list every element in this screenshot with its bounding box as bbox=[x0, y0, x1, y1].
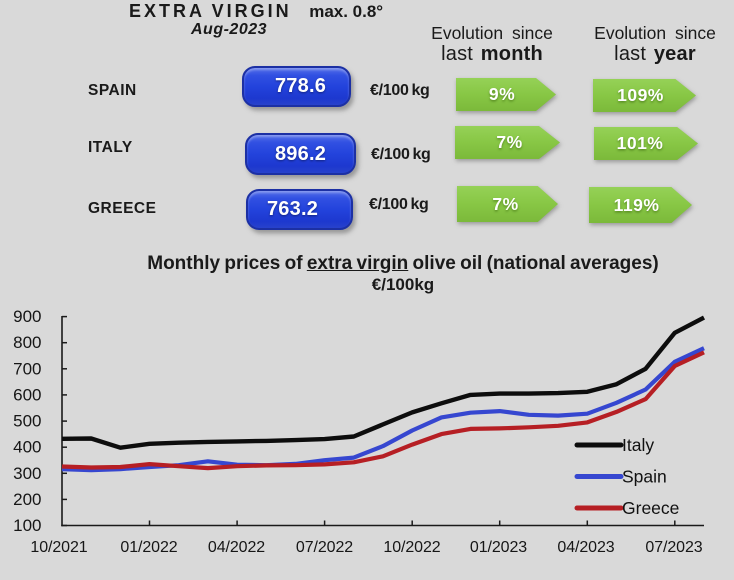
svg-text:800: 800 bbox=[13, 333, 41, 352]
svg-text:Italy: Italy bbox=[622, 435, 654, 455]
svg-text:01/2023: 01/2023 bbox=[470, 539, 527, 556]
svg-text:400: 400 bbox=[13, 438, 41, 457]
svg-text:200: 200 bbox=[13, 490, 41, 509]
svg-text:10/2021: 10/2021 bbox=[30, 539, 87, 556]
svg-text:10/2022: 10/2022 bbox=[383, 539, 440, 556]
svg-text:100: 100 bbox=[13, 516, 41, 535]
svg-text:Greece: Greece bbox=[622, 498, 679, 518]
svg-text:07/2023: 07/2023 bbox=[645, 539, 702, 556]
svg-text:04/2022: 04/2022 bbox=[208, 539, 265, 556]
svg-text:900: 900 bbox=[13, 307, 41, 326]
svg-text:700: 700 bbox=[13, 359, 41, 378]
svg-text:Spain: Spain bbox=[622, 467, 667, 487]
svg-text:01/2022: 01/2022 bbox=[120, 539, 177, 556]
svg-text:07/2022: 07/2022 bbox=[296, 539, 353, 556]
svg-text:500: 500 bbox=[13, 412, 41, 431]
svg-text:300: 300 bbox=[13, 464, 41, 483]
svg-text:04/2023: 04/2023 bbox=[557, 539, 614, 556]
svg-text:600: 600 bbox=[13, 385, 41, 404]
